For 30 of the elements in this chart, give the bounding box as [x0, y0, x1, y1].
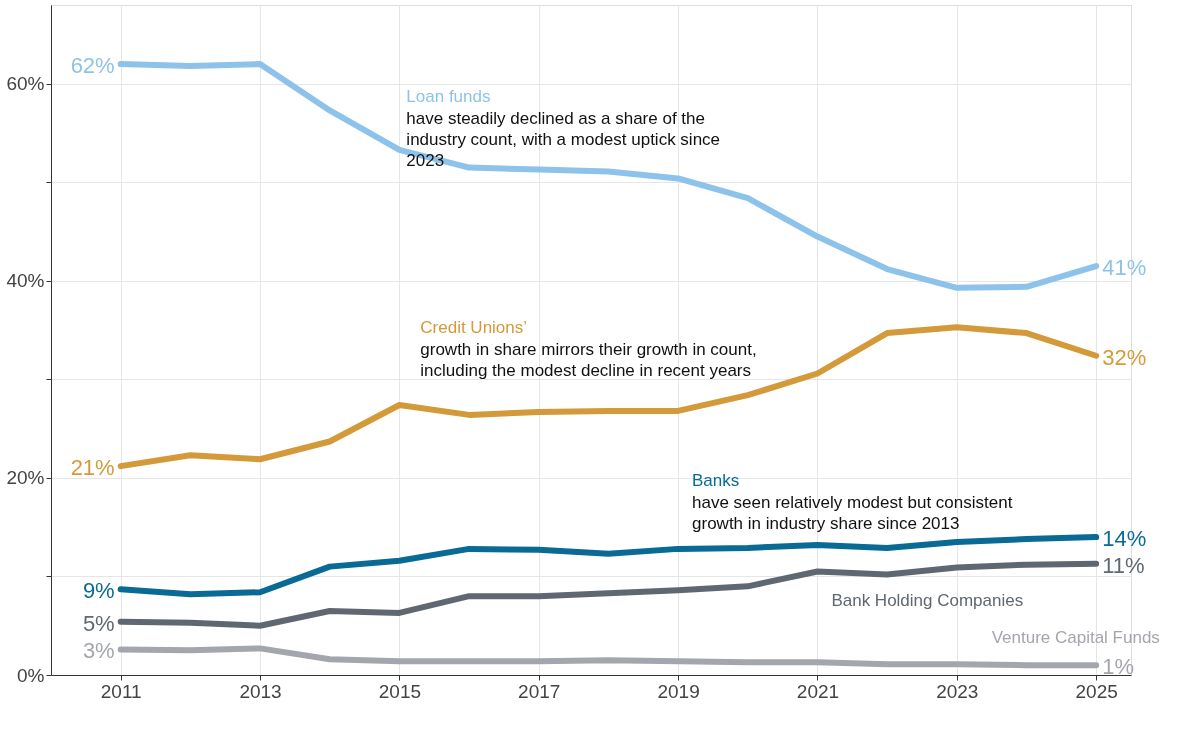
- data-label: 5%: [82, 610, 115, 636]
- data-label: 3%: [82, 638, 115, 664]
- y-tick-label: 0%: [17, 664, 45, 686]
- y-tick-label: 60%: [6, 73, 45, 95]
- annotation: have seen relatively modest but consistent growth in industry share since 2013: [692, 493, 1013, 534]
- x-tick-label: 2017: [518, 680, 561, 702]
- data-label: 62%: [70, 53, 115, 79]
- data-label: 21%: [70, 455, 115, 481]
- annotation: growth in share mirrors their growth in count, including the modest decline in recent years: [420, 340, 757, 381]
- series-label: Venture Capital Funds: [991, 627, 1160, 647]
- text: Loan funds: [406, 86, 491, 106]
- y-tick-label: 20%: [6, 467, 45, 489]
- y-tick-label: 40%: [6, 270, 45, 292]
- data-label: 9%: [82, 578, 115, 604]
- data-label: 41%: [1102, 255, 1147, 281]
- x-tick-label: 2025: [1075, 680, 1118, 702]
- data-label: 14%: [1102, 526, 1147, 552]
- x-tick-label: 2019: [657, 680, 700, 702]
- series-label: Bank Holding Companies: [831, 591, 1024, 611]
- x-tick-label: 2023: [936, 680, 979, 702]
- text: Banks: [692, 471, 740, 491]
- x-tick-label: 2015: [378, 680, 422, 702]
- data-label: 11%: [1102, 552, 1145, 578]
- data-label: 32%: [1102, 344, 1147, 370]
- text: Credit Unions’: [420, 318, 528, 338]
- x-tick-label: 2011: [100, 680, 142, 702]
- data-label: 1%: [1102, 654, 1134, 680]
- x-tick-label: 2021: [796, 680, 840, 702]
- x-tick-label: 2013: [239, 680, 282, 702]
- annotation: have steadily declined as a share of the industry count, with a modest uptick since 2023: [406, 108, 721, 170]
